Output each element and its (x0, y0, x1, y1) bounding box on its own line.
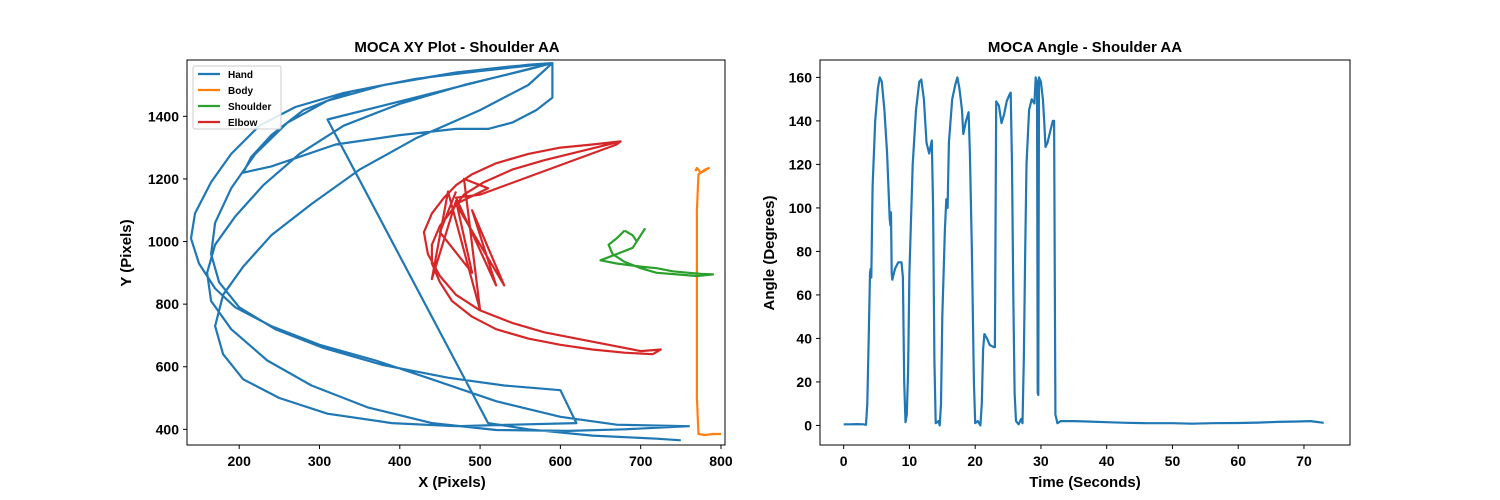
angle-plot-ytick-label: 80 (796, 243, 812, 259)
xy-plot-yticks: 400 600 800 1000 1200 1400 (148, 108, 187, 437)
angle-plot-ytick-label: 60 (796, 287, 812, 303)
xy-plot-ytick-label: 800 (156, 296, 180, 312)
legend-box (192, 65, 282, 130)
angle-plot-xlabel: Time (Seconds) (1029, 474, 1140, 491)
angle-plot-ytick-label: 40 (796, 330, 812, 346)
angle-plot-xtick-label: 70 (1296, 453, 1312, 469)
angle-plot-xtick-label: 50 (1165, 453, 1181, 469)
xy-plot-xtick-label: 500 (468, 453, 492, 469)
angle-plot-ytick-label: 160 (789, 69, 813, 85)
angle-plot-frame (819, 59, 1351, 446)
angle-plot-xtick-label: 20 (967, 453, 983, 469)
xy-plot-series-shoulder (599, 227, 715, 278)
angle-plot-ytick-label: 120 (789, 156, 813, 172)
angle-plot-series-angle (843, 76, 1324, 427)
xy-plot-xlabel: X (Pixels) (418, 474, 486, 491)
angle-plot-series (843, 76, 1324, 427)
xy-plot-xtick-label: 600 (549, 453, 573, 469)
xy-plot-series (189, 61, 721, 442)
angle-plot-xtick-label: 40 (1099, 453, 1115, 469)
angle-plot-ytick-label: 0 (804, 417, 812, 433)
legend-body-label: Body (228, 86, 253, 97)
angle-plot-ytick-label: 140 (789, 113, 813, 129)
xy-plot-series-elbow (422, 140, 662, 356)
legend-shoulder-label: Shoulder (228, 102, 271, 113)
angle-plot-ylabel: Angle (Degrees) (761, 195, 778, 310)
angle-plot-xticks: 0 10 20 30 40 50 60 70 (840, 445, 1312, 469)
xy-plot-ytick-label: 400 (156, 421, 180, 437)
angle-plot-ytick-label: 20 (796, 374, 812, 390)
xy-plot-ytick-label: 1400 (148, 108, 179, 124)
angle-plot-xtick-label: 60 (1230, 453, 1246, 469)
xy-plot-ytick-label: 1200 (148, 171, 179, 187)
xy-plot-series-hand (189, 61, 691, 442)
angle-plot-yticks: 0 20 40 60 80 100 120 140 160 (789, 69, 820, 433)
xy-plot-xtick-label: 700 (629, 453, 653, 469)
xy-plot: MOCA XY Plot - Shoulder AA X (Pixels) Y … (118, 39, 733, 491)
xy-plot-xtick-label: 400 (388, 453, 412, 469)
xy-plot-xtick-label: 200 (228, 453, 252, 469)
angle-plot-ytick-label: 100 (789, 200, 813, 216)
xy-plot-ylabel: Y (Pixels) (118, 219, 135, 286)
legend-hand-label: Hand (228, 70, 253, 81)
legend-elbow-label: Elbow (228, 118, 258, 129)
xy-plot-xtick-label: 800 (709, 453, 733, 469)
angle-plot-title: MOCA Angle - Shoulder AA (988, 39, 1182, 56)
angle-plot-xtick-label: 10 (902, 453, 918, 469)
xy-plot-legend: Hand Body Shoulder Elbow (192, 65, 282, 130)
xy-plot-xticks: 200 300 400 500 600 700 800 (228, 445, 733, 469)
angle-plot: MOCA Angle - Shoulder AA Time (Seconds) … (761, 39, 1351, 491)
xy-plot-frame (186, 59, 726, 446)
xy-plot-ytick-label: 600 (156, 359, 180, 375)
angle-plot-xtick-label: 30 (1033, 453, 1049, 469)
xy-plot-title: MOCA XY Plot - Shoulder AA (354, 39, 559, 56)
xy-plot-ytick-label: 1000 (148, 234, 179, 250)
xy-plot-xtick-label: 300 (308, 453, 332, 469)
xy-plot-series-body (694, 166, 721, 437)
angle-plot-xtick-label: 0 (840, 453, 848, 469)
